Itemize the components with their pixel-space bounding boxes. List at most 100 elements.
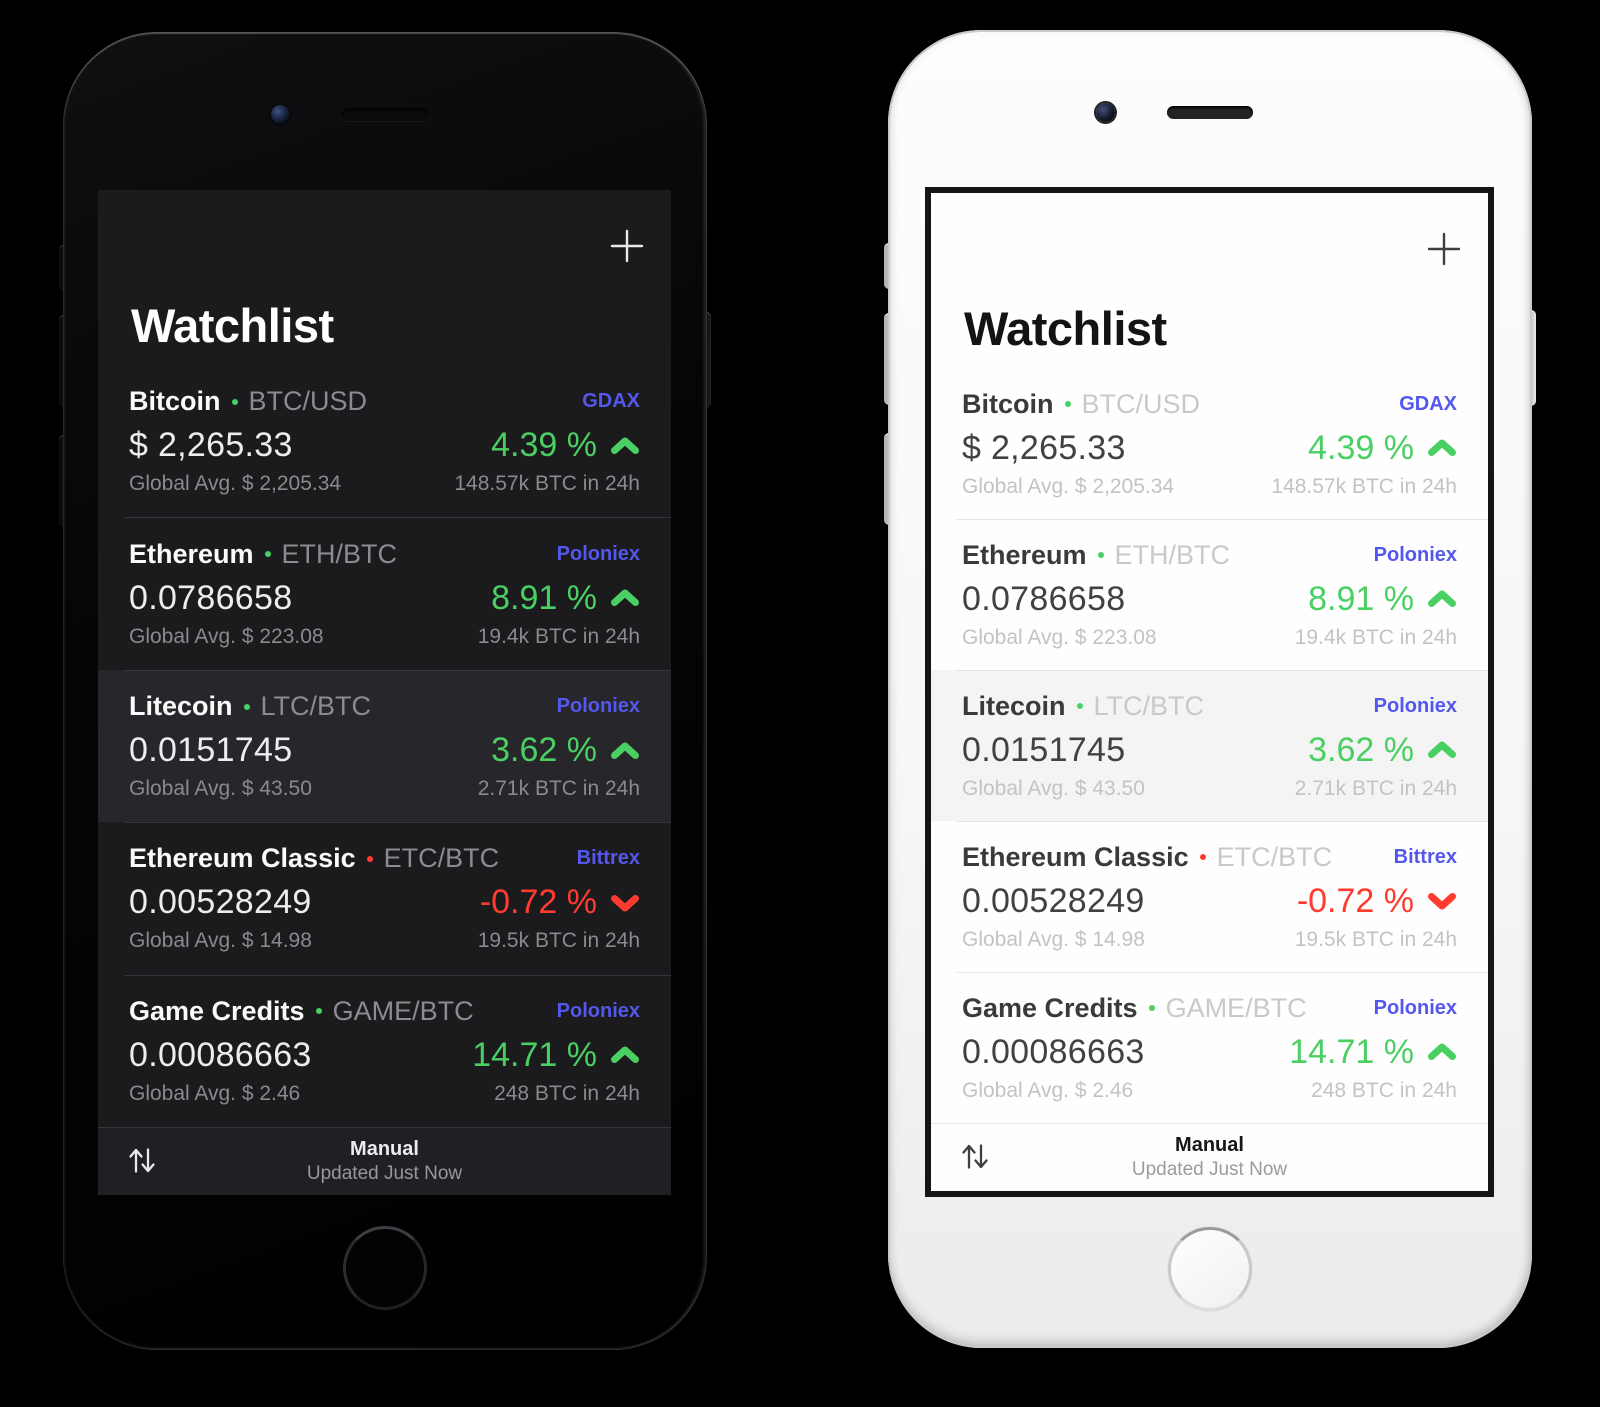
coin-name: Ethereum Classic [129,843,356,874]
trend-dot-icon [243,703,250,710]
watchlist-row[interactable]: Game Credits GAME/BTC Poloniex 0.0008666… [98,974,671,1127]
watchlist-row[interactable]: Ethereum Classic ETC/BTC Bittrex 0.00528… [931,821,1488,972]
coin-title-group: Ethereum ETH/BTC [962,540,1230,571]
volume-24h: 148.57k BTC in 24h [1271,474,1457,498]
coin-name: Bitcoin [129,386,221,417]
sort-button[interactable] [124,1143,160,1180]
watchlist-row[interactable]: Ethereum ETH/BTC Poloniex 0.0786658 8.91… [931,519,1488,670]
trend-arrow-icon [611,742,639,759]
coin-name: Ethereum [962,539,1087,570]
change-percent: 3.62 % [491,731,597,770]
global-average: Global Avg. $ 43.50 [129,777,312,801]
change-group: -0.72 % [480,883,640,922]
exchange-label: GDAX [582,390,640,413]
change-group: 4.39 % [1308,429,1457,468]
trend-arrow-icon [611,437,639,454]
change-percent: 4.39 % [1308,428,1414,467]
watchlist-row[interactable]: Litecoin LTC/BTC Poloniex 0.0151745 3.62… [931,670,1488,821]
volume-24h: 19.5k BTC in 24h [1294,927,1457,951]
price-value: 0.0151745 [962,730,1126,769]
watchlist-screen-light: Watchlist Bitcoin BTC/USD GDAX [931,193,1488,1191]
refresh-bar: Manual Updated Just Now [931,1123,1488,1191]
price-value: 0.00086663 [129,1035,312,1074]
last-updated: Updated Just Now [1131,1159,1288,1180]
watchlist-row[interactable]: Bitcoin BTC/USD GDAX $ 2,265.33 4.39 % [931,368,1488,519]
change-percent: 3.62 % [1308,730,1414,769]
volume-24h: 19.4k BTC in 24h [477,624,640,648]
volume-24h: 19.4k BTC in 24h [1294,625,1457,649]
iphone-silver-mockup: Watchlist Bitcoin BTC/USD GDAX [884,30,1536,1348]
trend-dot-icon [1148,1005,1155,1011]
watchlist-screen-dark: Watchlist Bitcoin BTC/USD GDAX [98,190,671,1195]
page-title: Watchlist [131,299,334,352]
watchlist-row[interactable]: Litecoin LTC/BTC Poloniex 0.0151745 3.62… [98,669,671,823]
change-group: 8.91 % [491,579,640,618]
coin-name: Game Credits [129,995,305,1026]
coin-title-group: Ethereum Classic ETC/BTC [129,843,499,874]
volume-24h: 2.71k BTC in 24h [1294,776,1457,800]
trend-arrow-icon [1428,741,1456,758]
earpiece-speaker [342,108,428,121]
global-average: Global Avg. $ 43.50 [962,776,1145,800]
coin-title-group: Litecoin LTC/BTC [962,691,1204,722]
change-group: 8.91 % [1308,580,1457,619]
coin-title-group: Bitcoin BTC/USD [962,389,1200,420]
volume-24h: 19.5k BTC in 24h [477,929,640,953]
volume-24h: 248 BTC in 24h [494,1081,640,1105]
sort-arrows-icon [962,1143,988,1169]
watchlist-row[interactable]: Ethereum ETH/BTC Poloniex 0.0786658 8.91… [98,517,671,669]
change-percent: 4.39 % [491,426,597,465]
coin-name: Litecoin [129,691,233,722]
global-average: Global Avg. $ 2.46 [962,1078,1134,1102]
home-button[interactable] [343,1226,427,1310]
iphone-jet-black-mockup: Watchlist Bitcoin BTC/USD GDAX [59,32,711,1350]
global-average: Global Avg. $ 223.08 [962,625,1157,649]
exchange-label: Bittrex [1393,845,1457,868]
coin-name: Litecoin [962,690,1066,721]
change-percent: -0.72 % [479,883,597,922]
pair-label: ETH/BTC [281,538,398,569]
exchange-label: Poloniex [1373,996,1457,1019]
coin-title-group: Litecoin LTC/BTC [129,691,371,722]
exchange-label: Bittrex [576,847,640,870]
coin-title-group: Game Credits GAME/BTC [962,993,1307,1024]
watchlist-row[interactable]: Bitcoin BTC/USD GDAX $ 2,265.33 4.39 % [98,365,671,517]
sort-button[interactable] [957,1139,993,1176]
coin-name: Ethereum [129,538,254,569]
plus-icon [1427,232,1461,266]
trend-arrow-icon [611,894,639,912]
exchange-label: GDAX [1399,392,1457,415]
pair-label: ETH/BTC [1114,539,1231,570]
app-screen-light: Watchlist Bitcoin BTC/USD GDAX [925,187,1494,1197]
add-button[interactable] [1424,229,1464,269]
home-button[interactable] [1168,1227,1252,1311]
coin-title-group: Bitcoin BTC/USD [129,386,367,417]
pair-label: BTC/USD [1081,388,1201,419]
watchlist-rows: Bitcoin BTC/USD GDAX $ 2,265.33 4.39 % [98,365,671,1127]
exchange-label: Poloniex [556,542,640,565]
change-group: 14.71 % [1289,1033,1457,1072]
change-percent: -0.72 % [1296,881,1414,920]
global-average: Global Avg. $ 2,205.34 [129,472,342,496]
pair-label: ETC/BTC [383,843,500,874]
exchange-label: Poloniex [1373,543,1457,566]
refresh-bar: Manual Updated Just Now [98,1127,671,1195]
trend-arrow-icon [611,589,639,607]
watchlist-row[interactable]: Ethereum Classic ETC/BTC Bittrex 0.00528… [98,822,671,974]
last-updated: Updated Just Now [306,1163,463,1184]
plus-icon [610,229,644,263]
trend-arrow-icon [611,1046,639,1064]
volume-24h: 248 BTC in 24h [1311,1078,1457,1102]
proximity-sensor [379,66,390,77]
coin-name: Ethereum Classic [962,841,1189,872]
coin-title-group: Game Credits GAME/BTC [129,996,474,1027]
pair-label: LTC/BTC [260,691,372,722]
price-value: 0.0151745 [129,731,293,770]
watchlist-row[interactable]: Game Credits GAME/BTC Poloniex 0.0008666… [931,972,1488,1123]
app-header: Watchlist [931,193,1488,368]
trend-arrow-icon [1428,590,1456,607]
add-button[interactable] [607,226,647,266]
trend-arrow-icon [1428,1043,1456,1060]
change-group: 14.71 % [472,1036,640,1075]
